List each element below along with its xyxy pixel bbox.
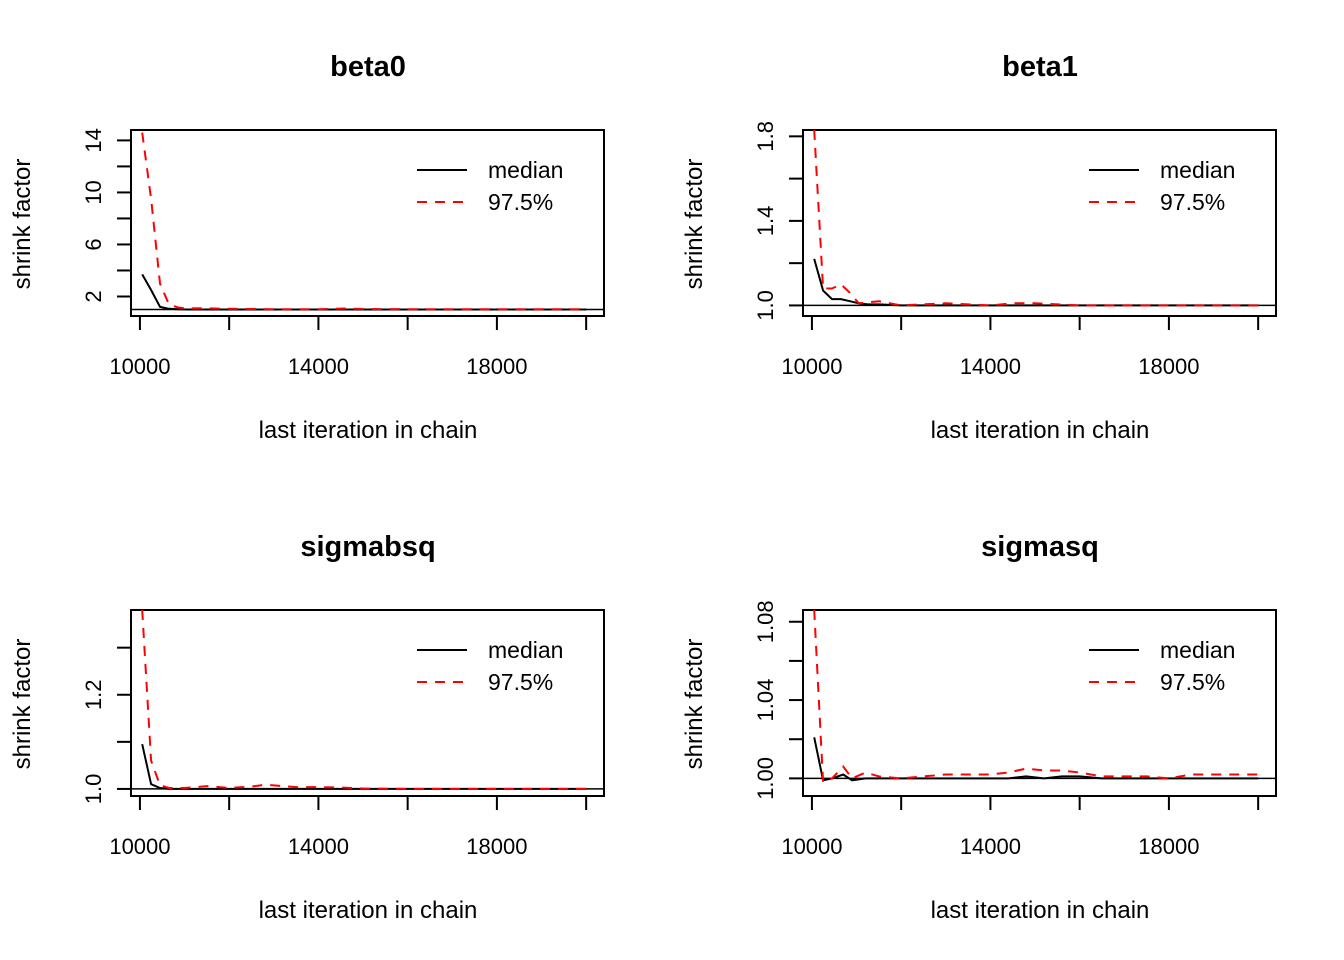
x-tick-label: 10000 [109,354,170,379]
legend-label: 97.5% [1160,669,1225,695]
x-tick-label: 10000 [781,834,842,859]
legend-label: 97.5% [488,189,553,215]
x-tick-label: 14000 [288,354,349,379]
y-tick-label: 14 [81,128,106,152]
y-tick-label: 1.08 [753,600,778,643]
x-tick-label: 14000 [960,354,1021,379]
legend-label: 97.5% [1160,189,1225,215]
y-axis-label: shrink factor [9,639,36,770]
chart-panel-sigmasq: sigmasq 10000 14000 18000 1.00 1.04 1.08 last i… [681,531,1277,924]
legend-label: median [488,637,563,663]
x-tick-label: 18000 [1138,354,1199,379]
x-axis-label: last iteration in chain [931,417,1150,444]
y-tick-label: 10 [81,180,106,204]
series-line-median [813,737,1259,782]
y-tick-label: 1.0 [753,290,778,321]
series-line-97-5 [813,609,1259,784]
series-line-97-5 [813,129,1259,307]
legend-label: median [1160,157,1235,183]
series-line-median [141,273,587,311]
x-axis-label: last iteration in chain [259,897,478,924]
chart-panel-sigmabsq: sigmabsq 10000 14000 18000 1.0 1.2 last iterat… [9,531,605,924]
series-line-97-5 [141,609,587,790]
y-tick-label: 1.04 [753,679,778,722]
y-tick-label: 1.4 [753,206,778,237]
plot-frame [130,609,605,797]
x-axis-label: last iteration in chain [931,897,1150,924]
legend-label: median [488,157,563,183]
y-tick-label: 1.8 [753,121,778,152]
plot-frame [802,609,1277,797]
y-tick-label: 1.0 [81,774,106,805]
x-tick-label: 10000 [781,354,842,379]
chart-panel-beta0: beta0 10000 14000 18000 2 6 10 14 last iteration… [9,51,605,444]
x-tick-label: 14000 [288,834,349,859]
y-tick-label: 6 [81,238,106,250]
chart-title: sigmasq [981,531,1099,563]
y-axis-label: shrink factor [681,159,708,290]
x-tick-label: 10000 [109,834,170,859]
series-line-median [141,743,587,790]
chart-title: beta0 [330,51,406,83]
y-axis-label: shrink factor [681,639,708,770]
x-axis-label: last iteration in chain [259,417,478,444]
legend-label: 97.5% [488,669,553,695]
series-line-median [813,258,1259,307]
plot-frame [802,129,1277,317]
chart-title: beta1 [1002,51,1078,83]
y-tick-label: 1.2 [81,679,106,710]
y-axis-label: shrink factor [9,159,36,290]
y-tick-label: 2 [81,290,106,302]
x-tick-label: 14000 [960,834,1021,859]
plot-frame [130,129,605,317]
x-tick-label: 18000 [466,354,527,379]
chart-title: sigmabsq [300,531,435,563]
chart-panel-beta1: beta1 10000 14000 18000 1.0 1.4 1.8 last iterat… [681,51,1277,444]
series-line-97-5 [141,132,587,311]
y-tick-label: 1.00 [753,757,778,800]
legend-label: median [1160,637,1235,663]
x-tick-label: 18000 [1138,834,1199,859]
x-tick-label: 18000 [466,834,527,859]
